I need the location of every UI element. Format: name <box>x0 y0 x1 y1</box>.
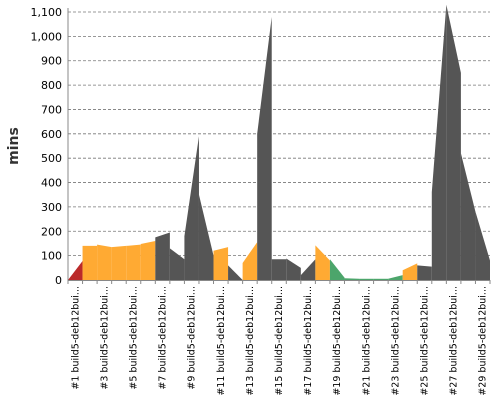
y-tick-label: 200 <box>41 225 62 238</box>
y-tick-label: 100 <box>41 250 62 263</box>
area-segment <box>329 259 345 280</box>
area-segment <box>97 244 112 280</box>
area-segment <box>344 278 360 280</box>
area-segment <box>286 258 301 280</box>
area-segment <box>446 4 461 280</box>
area-segment <box>417 265 432 280</box>
area-segment <box>198 194 214 280</box>
x-tick-label: #17 build5-deb12bui... <box>303 286 314 396</box>
y-tick-label: 600 <box>41 128 62 141</box>
area-segment <box>213 247 229 280</box>
x-tick-label: #5 build5-deb12bui... <box>128 286 139 390</box>
area-segment <box>359 278 374 280</box>
area-segment <box>169 248 185 280</box>
y-tick-label: 0 <box>55 274 62 287</box>
area-segment <box>431 4 447 280</box>
x-tick-label: #7 build5-deb12bui... <box>158 286 169 390</box>
area-segment <box>242 242 258 280</box>
area-segment <box>402 263 418 280</box>
x-tick-label: #23 build5-deb12bui... <box>390 286 401 396</box>
y-tick-label: 300 <box>41 201 62 214</box>
y-axis-title: mins <box>6 127 22 165</box>
area-segment <box>126 244 141 280</box>
x-tick-label: #3 build5-deb12bui... <box>99 286 110 390</box>
x-tick-label: #21 build5-deb12bui... <box>361 286 372 396</box>
y-tick-label: 400 <box>41 177 62 190</box>
area-segment <box>300 259 316 280</box>
y-tick-label: 500 <box>41 152 62 165</box>
area-segment <box>257 16 272 280</box>
area-segment <box>111 245 127 280</box>
x-tick-label: #25 build5-deb12bui... <box>420 286 431 396</box>
x-tick-label: #9 build5-deb12bui... <box>187 286 198 390</box>
area-segment <box>388 275 403 280</box>
area-segment <box>271 259 287 280</box>
y-tick-label: 1,000 <box>31 30 63 43</box>
x-tick-label: #13 build5-deb12bui... <box>245 286 256 396</box>
y-tick-label: 1,100 <box>31 6 63 19</box>
area-segment <box>228 265 243 280</box>
area-segment <box>315 245 330 280</box>
x-tick-label: #27 build5-deb12bui... <box>449 286 460 396</box>
y-tick-label: 900 <box>41 55 62 68</box>
x-tick-label: #19 build5-deb12bui... <box>332 286 343 396</box>
y-tick-label: 800 <box>41 79 62 92</box>
area-segment <box>475 211 490 280</box>
x-tick-label: #15 build5-deb12bui... <box>274 286 285 396</box>
area-segment <box>140 241 156 280</box>
x-tick-label: #29 build5-deb12bui... <box>478 286 489 396</box>
x-tick-label: #11 build5-deb12bui... <box>216 286 227 396</box>
area-segment <box>373 278 389 280</box>
area-segment <box>82 245 98 280</box>
y-tick-label: 700 <box>41 103 62 116</box>
area-segment <box>460 153 476 280</box>
area-segment <box>184 136 199 280</box>
area-segment <box>68 260 83 280</box>
x-tick-label: #1 build5-deb12bui... <box>70 286 81 390</box>
area-segment <box>155 232 170 280</box>
